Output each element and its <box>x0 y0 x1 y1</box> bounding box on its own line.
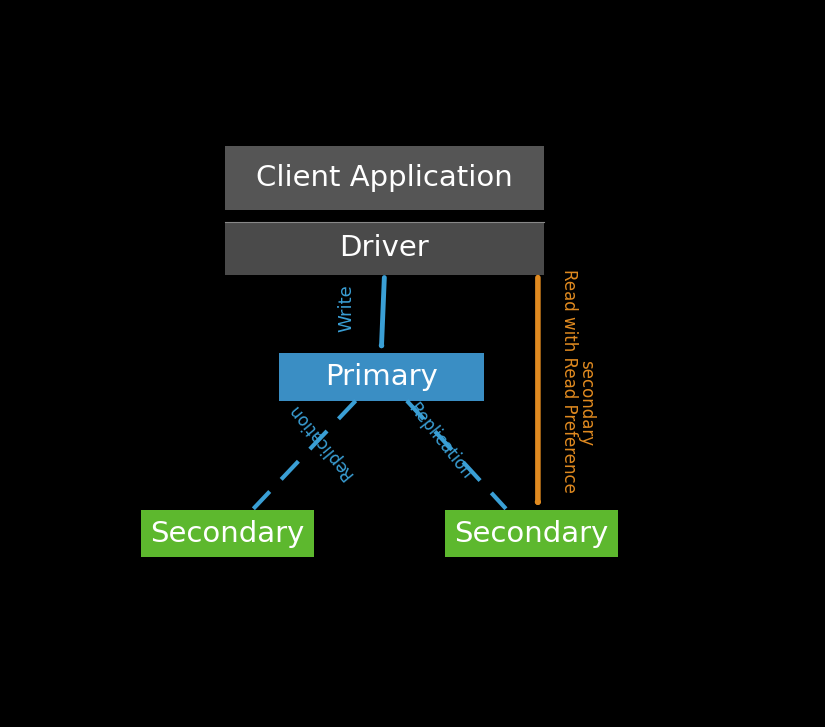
Text: Replication: Replication <box>405 400 476 483</box>
FancyBboxPatch shape <box>279 353 483 401</box>
FancyBboxPatch shape <box>142 510 314 558</box>
Text: Driver: Driver <box>340 234 429 262</box>
FancyBboxPatch shape <box>446 510 618 558</box>
Text: Read with Read Preference: Read with Read Preference <box>559 269 578 492</box>
Text: Client Application: Client Application <box>256 164 513 192</box>
Text: Write: Write <box>337 284 355 332</box>
FancyBboxPatch shape <box>224 222 544 275</box>
Text: Secondary: Secondary <box>151 520 305 547</box>
Text: Primary: Primary <box>325 363 438 391</box>
Text: Replication: Replication <box>285 400 356 483</box>
Text: Secondary: Secondary <box>455 520 609 547</box>
Text: secondary: secondary <box>577 360 595 446</box>
FancyBboxPatch shape <box>224 146 544 210</box>
